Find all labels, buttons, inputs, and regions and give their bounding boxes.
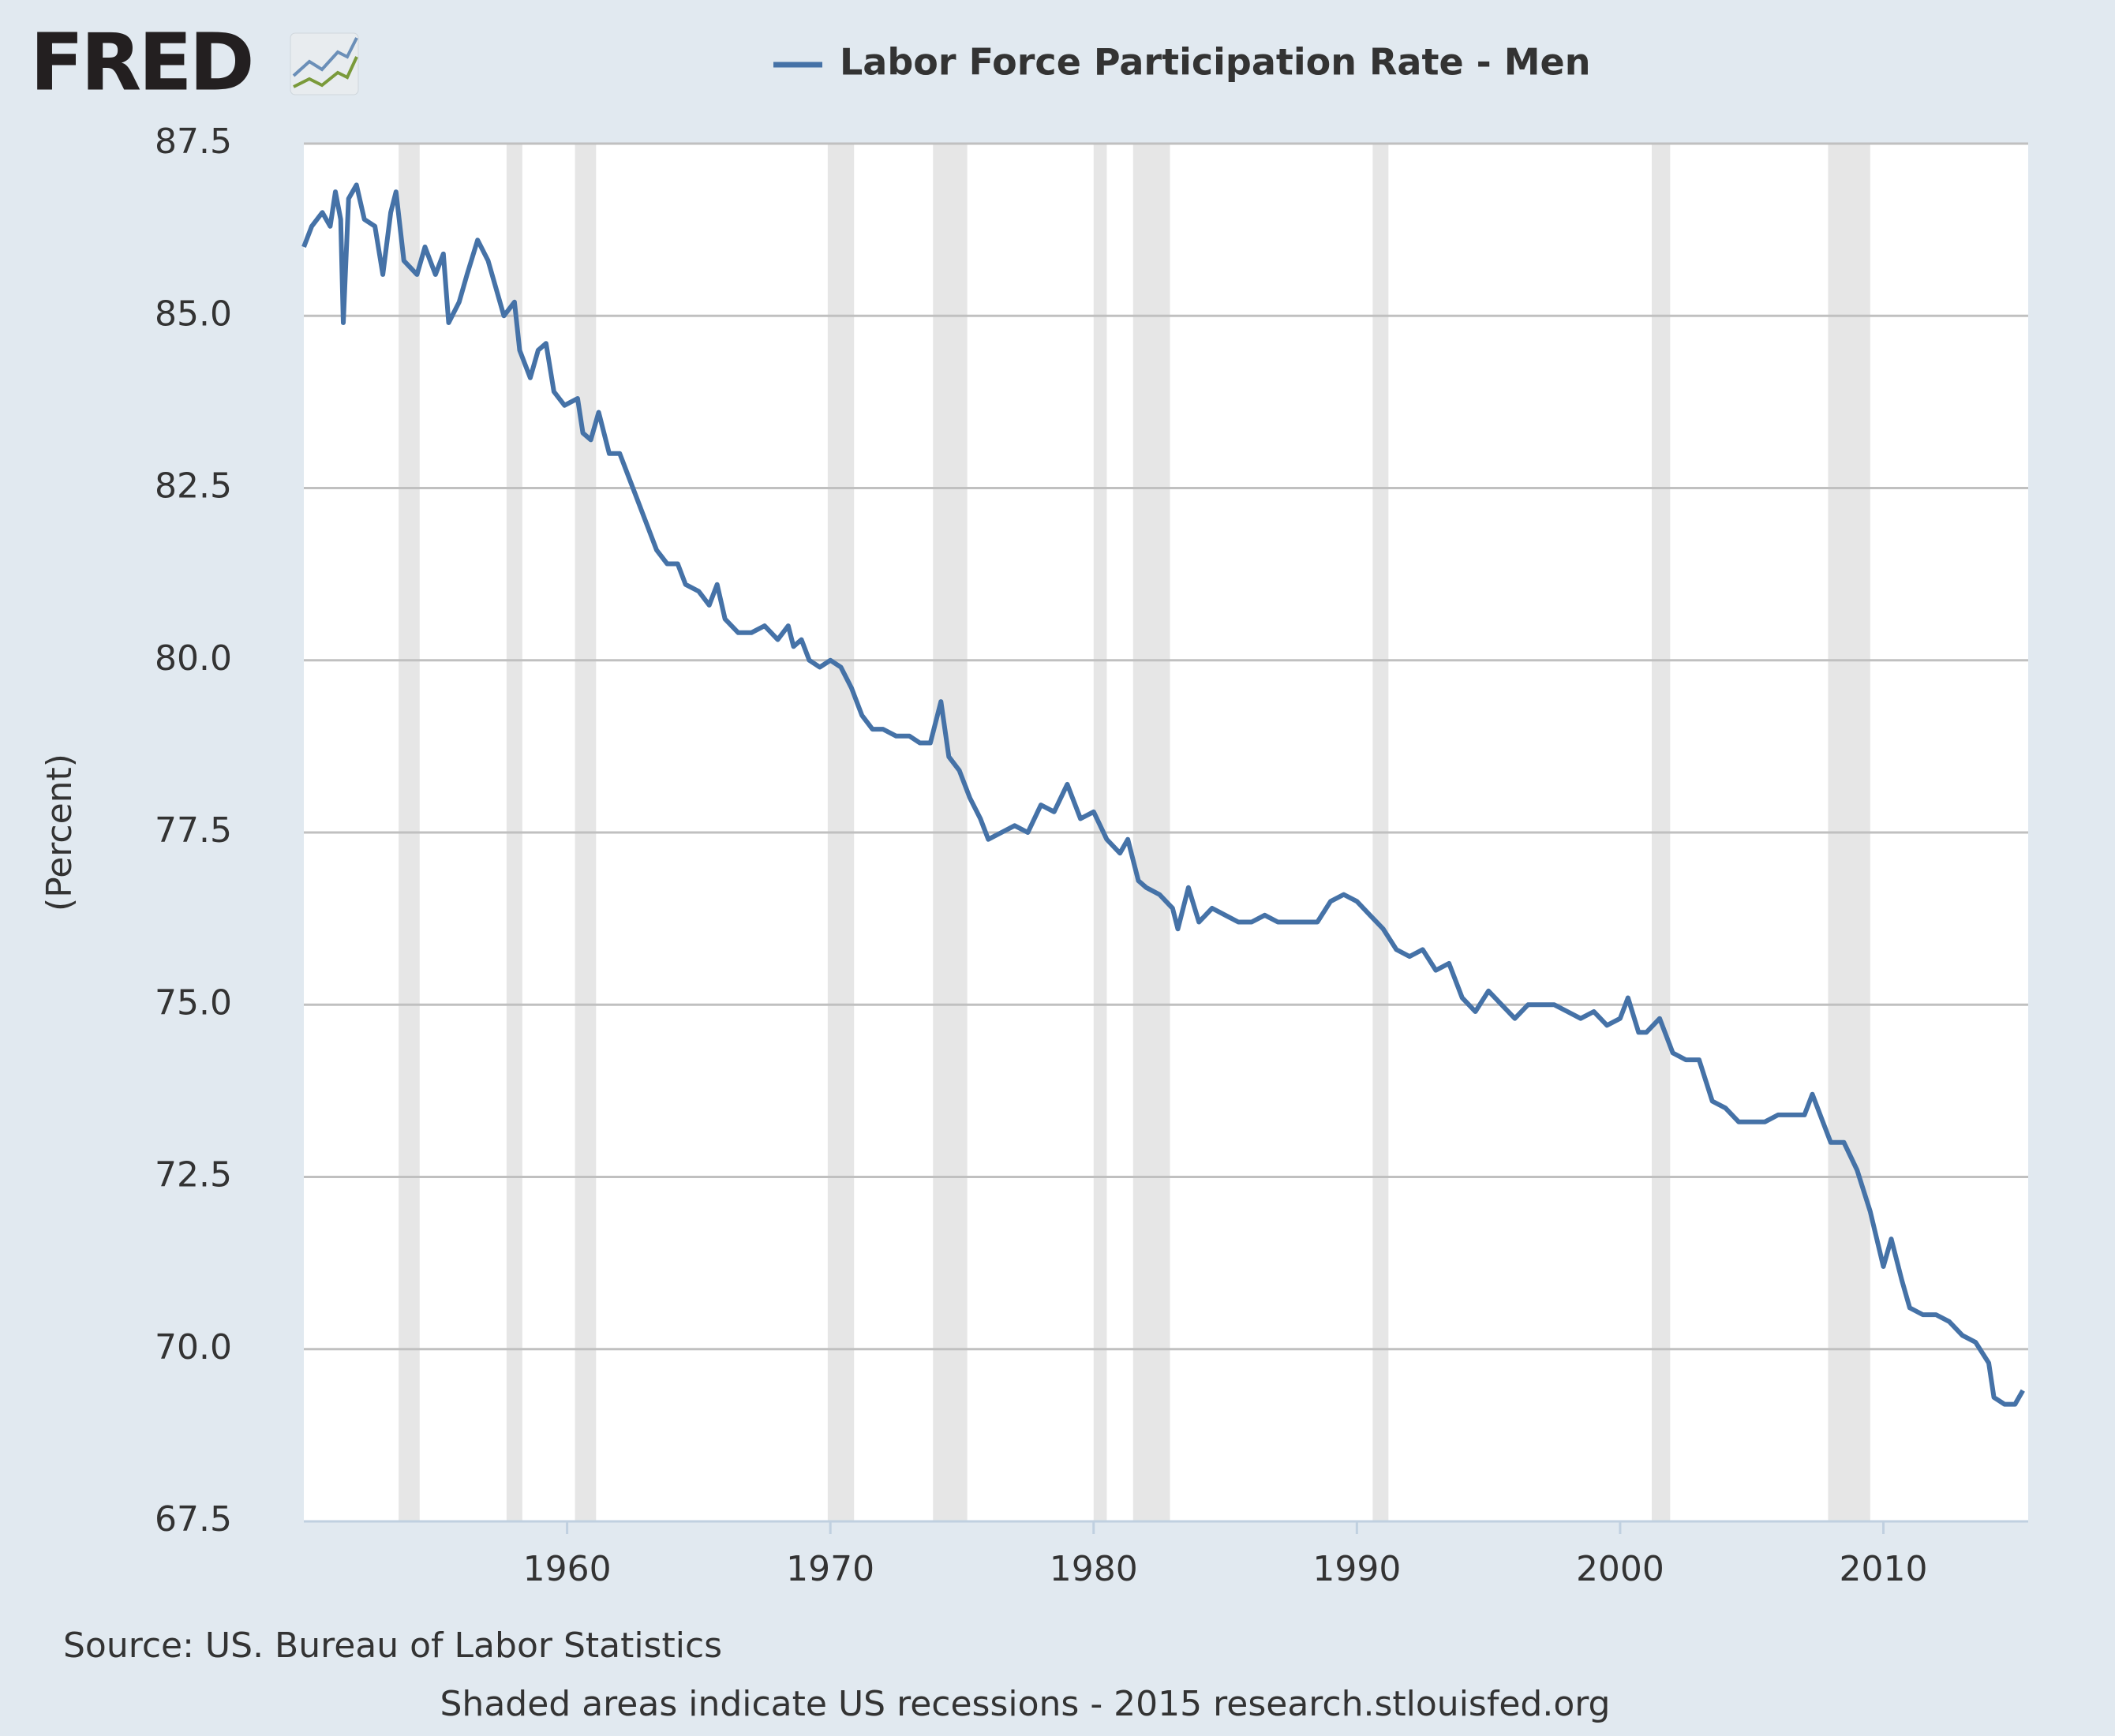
x-tick-label: 1990 bbox=[1312, 1549, 1401, 1589]
x-tick-label: 1960 bbox=[523, 1549, 612, 1589]
y-tick-label: 85.0 bbox=[155, 294, 232, 334]
logo-icon bbox=[290, 32, 359, 95]
y-tick-label: 67.5 bbox=[155, 1499, 232, 1540]
logo: FRED bbox=[30, 16, 252, 108]
y-tick-label: 80.0 bbox=[155, 638, 232, 679]
data-line bbox=[301, 182, 2025, 1407]
y-tick-label: 77.5 bbox=[155, 810, 232, 851]
legend-label: Labor Force Participation Rate - Men bbox=[840, 41, 1591, 84]
y-tick-label: 75.0 bbox=[155, 982, 232, 1023]
y-tick-label: 87.5 bbox=[155, 122, 232, 162]
x-tick-label: 2010 bbox=[1840, 1549, 1928, 1589]
y-tick-label: 72.5 bbox=[155, 1155, 232, 1195]
y-axis-label: (Percent) bbox=[39, 754, 80, 911]
source: Source: US. Bureau of Labor Statistics bbox=[63, 1626, 722, 1666]
x-tick-label: 1980 bbox=[1050, 1549, 1138, 1589]
x-tick-label: 1970 bbox=[786, 1549, 874, 1589]
y-tick-label: 70.0 bbox=[155, 1327, 232, 1367]
y-tick-label: 82.5 bbox=[155, 466, 232, 507]
x-tick-label: 2000 bbox=[1576, 1549, 1664, 1589]
footer: Shaded areas indicate US recessions - 20… bbox=[440, 1684, 1611, 1724]
